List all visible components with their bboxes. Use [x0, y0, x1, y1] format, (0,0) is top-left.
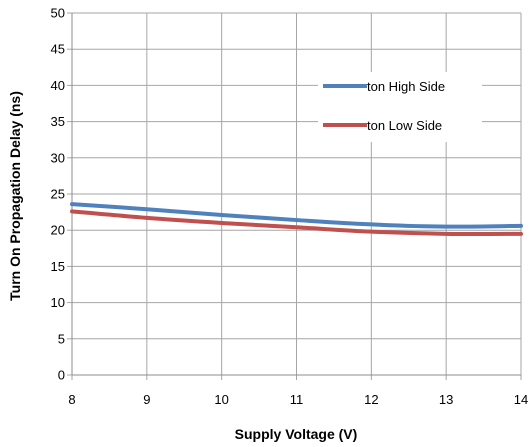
x-tick-label: 11 — [290, 392, 304, 407]
y-tick-label: 0 — [58, 368, 65, 383]
y-tick-label: 10 — [51, 295, 65, 310]
y-tick-label: 35 — [51, 114, 65, 129]
x-tick-label: 9 — [143, 392, 150, 407]
x-tick-label: 8 — [68, 392, 75, 407]
x-tick-label: 14 — [514, 392, 528, 407]
x-axis-title: Supply Voltage (V) — [235, 426, 358, 442]
y-tick-label: 5 — [58, 331, 65, 346]
tick-labels: 0 5 10 15 20 25 30 35 40 45 50 8 9 10 11 12 13 14 — [51, 6, 529, 408]
legend-label-low-side: ton Low Side — [367, 118, 442, 133]
series-line-low-side — [70, 209, 523, 236]
grid — [67, 12, 522, 380]
series-lines — [70, 202, 523, 236]
y-tick-label: 15 — [51, 259, 65, 274]
y-tick-label: 50 — [51, 6, 65, 21]
y-tick-label: 30 — [51, 150, 65, 165]
series-line-high-side — [70, 202, 523, 229]
x-tick-label: 10 — [214, 392, 228, 407]
legend-box — [318, 72, 482, 142]
y-tick-label: 25 — [51, 187, 65, 202]
legend-label-high-side: ton High Side — [367, 79, 445, 94]
y-axis-title: Turn On Propagation Delay (ns) — [7, 91, 23, 301]
y-tick-label: 40 — [51, 78, 65, 93]
y-tick-label: 45 — [51, 42, 65, 57]
y-tick-label: 20 — [51, 223, 65, 238]
x-tick-label: 12 — [364, 392, 378, 407]
legend: ton High Side ton Low Side — [318, 72, 482, 142]
x-tick-label: 13 — [439, 392, 453, 407]
